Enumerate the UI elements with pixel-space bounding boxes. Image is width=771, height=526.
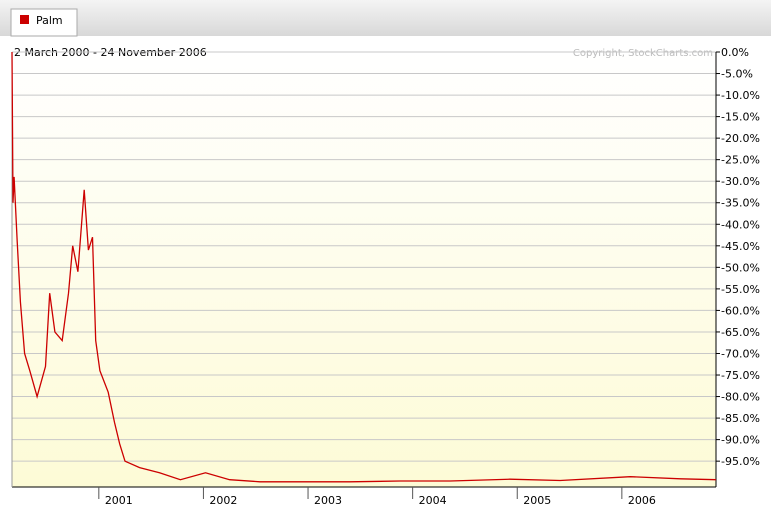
y-tick-label: -95.0% bbox=[721, 455, 760, 468]
y-tick-label: 0.0% bbox=[721, 46, 749, 59]
y-tick-label: -75.0% bbox=[721, 369, 760, 382]
y-tick-label: -60.0% bbox=[721, 304, 760, 317]
x-tick-label: 2003 bbox=[314, 494, 342, 507]
y-tick-label: -55.0% bbox=[721, 283, 760, 296]
y-tick-label: -5.0% bbox=[721, 68, 753, 81]
legend-label: Palm bbox=[36, 14, 63, 27]
x-tick-label: 2006 bbox=[628, 494, 656, 507]
y-tick-label: -85.0% bbox=[721, 412, 760, 425]
y-tick-label: -20.0% bbox=[721, 132, 760, 145]
toolbar bbox=[0, 0, 771, 36]
copyright: Copyright, StockCharts.com bbox=[573, 48, 713, 59]
y-tick-label: -50.0% bbox=[721, 261, 760, 274]
y-tick-label: -40.0% bbox=[721, 218, 760, 231]
y-tick-label: -80.0% bbox=[721, 391, 760, 404]
plot-area bbox=[12, 52, 716, 487]
y-tick-label: -30.0% bbox=[721, 175, 760, 188]
y-tick-label: -15.0% bbox=[721, 111, 760, 124]
x-tick-label: 2004 bbox=[419, 494, 447, 507]
y-tick-label: -45.0% bbox=[721, 240, 760, 253]
y-tick-label: -10.0% bbox=[721, 89, 760, 102]
y-tick-label: -90.0% bbox=[721, 434, 760, 447]
y-tick-label: -25.0% bbox=[721, 154, 760, 167]
price-line bbox=[11, 51, 717, 483]
y-tick-label: -65.0% bbox=[721, 326, 760, 339]
x-tick-label: 2005 bbox=[523, 494, 551, 507]
x-tick-label: 2001 bbox=[105, 494, 133, 507]
x-tick-label: 2002 bbox=[209, 494, 237, 507]
y-tick-label: -35.0% bbox=[721, 197, 760, 210]
legend-swatch bbox=[20, 15, 29, 24]
y-tick-label: -70.0% bbox=[721, 347, 760, 360]
